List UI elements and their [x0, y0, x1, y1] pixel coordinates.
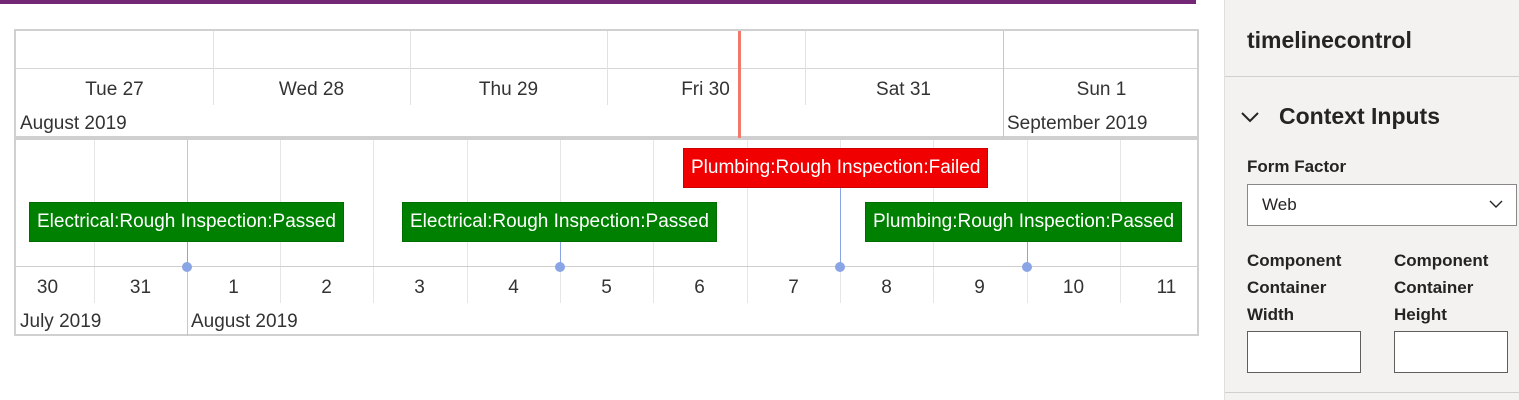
top-timeline[interactable]: Tue 27 Wed 28 Thu 29 Fri 30 Sat 31 Sun 1… — [14, 29, 1199, 138]
properties-pane: timelinecontrol Context Inputs Form Fact… — [1224, 0, 1519, 400]
event-marker[interactable] — [555, 262, 565, 272]
tick-label: 2 — [321, 277, 332, 298]
timeline-event[interactable]: Plumbing:Rough Inspection:Passed — [865, 202, 1183, 242]
tick-label: 4 — [508, 277, 519, 298]
bottom-timeline[interactable]: 30 31 1 2 3 4 5 6 7 8 9 10 11 July 2019 … — [14, 138, 1199, 336]
day-divider — [213, 31, 214, 105]
event-marker[interactable] — [835, 262, 845, 272]
event-connector — [560, 240, 561, 266]
day-label: Wed 28 — [278, 79, 345, 100]
tick-label: 6 — [694, 277, 705, 298]
label-line: Container — [1394, 278, 1474, 297]
component-height-input[interactable] — [1394, 331, 1508, 373]
event-marker[interactable] — [182, 262, 192, 272]
tick-label: 30 — [36, 277, 59, 298]
label-line: Component — [1394, 251, 1489, 270]
timeline-event[interactable]: Electrical:Rough Inspection:Passed — [402, 202, 717, 242]
chevron-down-icon — [1489, 200, 1503, 208]
height-label: Component Container Height — [1394, 247, 1488, 328]
row-divider — [16, 68, 1197, 69]
divider — [1225, 392, 1519, 393]
day-divider — [805, 31, 806, 105]
timeline-axis — [16, 266, 1197, 267]
day-label: Sun 1 — [1076, 79, 1127, 100]
day-label: Fri 30 — [681, 79, 730, 100]
event-marker[interactable] — [1022, 262, 1032, 272]
tick-label: 5 — [601, 277, 612, 298]
current-time-marker — [738, 31, 741, 138]
day-divider — [410, 31, 411, 105]
width-label: Component Container Width — [1247, 247, 1341, 328]
event-connector — [187, 240, 188, 266]
event-connector — [840, 188, 841, 266]
tick-label: 10 — [1062, 277, 1085, 298]
month-label: September 2019 — [1007, 113, 1148, 134]
day-divider — [747, 140, 748, 303]
context-inputs-toggle[interactable]: Context Inputs — [1239, 99, 1440, 133]
chevron-down-icon — [1241, 112, 1259, 123]
form-factor-label: Form Factor — [1247, 157, 1347, 176]
tick-label: 9 — [974, 277, 985, 298]
label-line: Component — [1247, 251, 1342, 270]
app-brand-bar — [0, 0, 1196, 4]
tick-label: 31 — [129, 277, 152, 298]
month-divider — [1003, 31, 1004, 138]
tick-label: 8 — [881, 277, 892, 298]
label-line: Container — [1247, 278, 1327, 297]
day-label: Sat 31 — [876, 79, 931, 100]
day-divider — [373, 140, 374, 303]
timeline-event[interactable]: Plumbing:Rough Inspection:Failed — [683, 148, 989, 188]
section-title: Context Inputs — [1279, 102, 1440, 129]
canvas: Tue 27 Wed 28 Thu 29 Fri 30 Sat 31 Sun 1… — [0, 4, 1224, 400]
month-label: August 2019 — [20, 113, 127, 134]
month-label: July 2019 — [20, 311, 102, 332]
month-label: August 2019 — [191, 311, 298, 332]
label-line: Width — [1247, 305, 1295, 324]
component-width-input[interactable] — [1247, 331, 1361, 373]
day-label: Thu 29 — [478, 79, 539, 100]
label-line: Height — [1394, 305, 1447, 324]
timeline-event[interactable]: Electrical:Rough Inspection:Passed — [29, 202, 344, 242]
tick-label: 1 — [228, 277, 239, 298]
event-connector — [1027, 240, 1028, 266]
divider — [1225, 76, 1519, 77]
day-divider — [607, 31, 608, 105]
tick-label: 11 — [1156, 277, 1177, 298]
form-factor-select[interactable]: Web — [1247, 184, 1517, 226]
tick-label: 7 — [788, 277, 799, 298]
tick-label: 3 — [414, 277, 425, 298]
day-label: Tue 27 — [85, 79, 144, 100]
form-factor-value: Web — [1262, 195, 1297, 214]
pane-title: timelinecontrol — [1247, 27, 1412, 53]
